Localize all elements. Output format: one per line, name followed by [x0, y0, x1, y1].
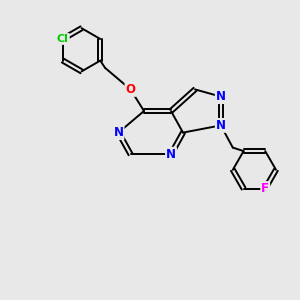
Text: N: N	[113, 126, 124, 139]
Text: N: N	[216, 90, 226, 103]
Text: Cl: Cl	[57, 34, 69, 44]
Text: N: N	[216, 119, 226, 132]
Text: N: N	[166, 148, 176, 161]
Text: O: O	[125, 83, 136, 96]
Text: F: F	[261, 182, 269, 195]
